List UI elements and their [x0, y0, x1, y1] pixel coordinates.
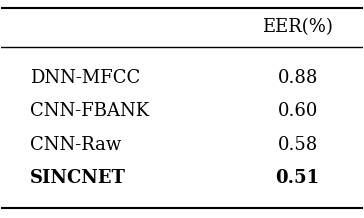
- Text: 0.60: 0.60: [277, 102, 318, 120]
- Text: CNN-Raw: CNN-Raw: [30, 136, 122, 153]
- Text: EER(%): EER(%): [262, 18, 333, 36]
- Text: 0.58: 0.58: [277, 136, 318, 153]
- Text: 0.51: 0.51: [276, 169, 320, 187]
- Text: DNN-MFCC: DNN-MFCC: [30, 69, 141, 87]
- Text: 0.88: 0.88: [277, 69, 318, 87]
- Text: CNN-FBANK: CNN-FBANK: [30, 102, 149, 120]
- Text: SINCNET: SINCNET: [30, 169, 126, 187]
